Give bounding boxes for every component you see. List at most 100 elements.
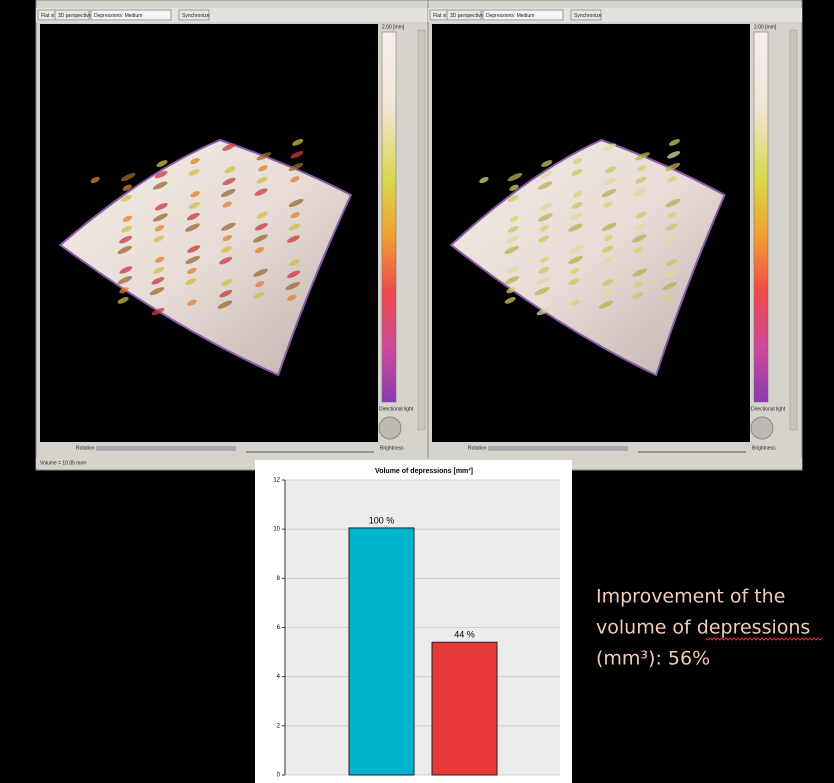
depression-spot — [153, 266, 165, 274]
depression-spot — [534, 287, 550, 296]
depression-spot — [219, 289, 233, 298]
depression-spot — [154, 202, 168, 211]
light-dial[interactable] — [378, 416, 402, 440]
toolbar-label[interactable]: Synchronize — [182, 13, 210, 19]
depression-spot — [667, 212, 677, 219]
depression-spot — [288, 223, 300, 231]
depression-spot — [479, 176, 489, 184]
depression-spot — [256, 176, 268, 184]
depression-spot — [217, 300, 233, 309]
depression-spot — [507, 194, 519, 202]
depression-spot — [188, 202, 200, 209]
depression-spot — [635, 176, 647, 184]
depression-spot — [154, 170, 168, 179]
depression-spot — [221, 246, 233, 253]
depression-spot — [288, 198, 304, 208]
depression-spot — [632, 234, 647, 243]
depression-spot — [222, 177, 236, 186]
depression-spot — [602, 279, 614, 286]
toolbar-button[interactable] — [178, 9, 210, 21]
y-tick-label: 12 — [273, 478, 280, 484]
depression-spot — [120, 225, 133, 233]
depression-spot — [662, 281, 678, 291]
surface — [58, 138, 353, 377]
color-scale — [753, 31, 769, 403]
toolbar-label[interactable]: Flat view — [433, 13, 453, 19]
depression-spot — [119, 235, 133, 244]
depression-spot — [287, 270, 301, 279]
depression-spot — [190, 157, 200, 165]
depression-spot — [154, 225, 165, 232]
toolbar-label[interactable]: Flat view — [41, 13, 61, 19]
toolbar-button[interactable] — [90, 9, 172, 21]
depression-spot — [539, 256, 550, 263]
toolbar-button[interactable] — [482, 9, 564, 21]
depression-spot — [570, 299, 580, 306]
scroll-bar[interactable] — [417, 29, 426, 431]
depression-spot — [665, 198, 681, 208]
light-dial[interactable] — [750, 416, 774, 440]
depression-spot — [221, 279, 233, 286]
depression-spot — [632, 292, 644, 299]
depression-spot — [285, 281, 301, 291]
light-label: Directional light — [379, 406, 414, 412]
depression-spot — [632, 268, 647, 277]
depression-spot — [600, 256, 614, 265]
scroll-bar[interactable] — [789, 29, 798, 431]
scale-unit: 2.00 [mm] — [382, 24, 405, 30]
rotation-slider[interactable] — [96, 446, 236, 451]
depression-spot — [253, 268, 268, 277]
depression-spot — [539, 202, 553, 211]
depression-spot — [221, 222, 236, 231]
bar — [431, 641, 498, 776]
toolbar-button[interactable] — [446, 9, 482, 21]
depression-spot — [633, 246, 644, 254]
depression-spot — [506, 266, 520, 274]
y-tick-label: 10 — [273, 527, 280, 533]
y-tick-label: 8 — [277, 576, 281, 582]
depression-spot — [667, 176, 677, 183]
depression-spot — [254, 188, 268, 196]
depression-spot — [536, 307, 550, 316]
depression-spot — [601, 222, 617, 231]
toolbar-label[interactable]: Depressions: Medium — [94, 13, 142, 19]
depression-spot — [573, 157, 583, 165]
depression-spot — [185, 223, 200, 232]
depression-spot — [222, 143, 236, 151]
toolbar-button[interactable] — [570, 9, 602, 21]
toolbar-label[interactable]: Synchronize — [574, 13, 602, 19]
toolbar-button[interactable] — [54, 9, 90, 21]
toolbar-label[interactable]: Depressions: Medium — [486, 13, 534, 19]
depression-spot — [536, 277, 550, 285]
depression-spot — [153, 235, 165, 243]
depression-spot — [668, 139, 681, 146]
depression-spot — [290, 176, 300, 183]
depression-spot — [152, 181, 168, 190]
depression-spot — [635, 211, 647, 219]
y-tick-label: 2 — [277, 723, 281, 729]
depression-spot — [569, 212, 583, 221]
toolbar-label[interactable]: 3D perspective — [58, 13, 92, 19]
depression-spot — [117, 245, 133, 255]
depression-spot — [504, 296, 516, 304]
depression-spot — [504, 276, 520, 285]
depression-spot — [120, 173, 136, 182]
depression-spot — [663, 235, 677, 243]
depression-spot — [601, 246, 614, 253]
depression-spot — [119, 287, 129, 294]
depression-spot — [603, 235, 614, 242]
toolbar-label[interactable]: 3D perspective — [450, 13, 484, 19]
depression-spot — [570, 267, 580, 274]
depression-spot — [220, 188, 236, 198]
depression-spot — [255, 281, 265, 288]
depression-spot — [187, 267, 197, 274]
depression-spot — [568, 223, 583, 232]
depression-spot — [258, 165, 268, 172]
rotation-slider[interactable] — [488, 446, 628, 451]
depression-spot — [600, 289, 614, 298]
depression-spot — [286, 235, 300, 243]
depression-spot — [571, 168, 583, 176]
depression-spot — [538, 266, 550, 274]
depression-spot — [122, 215, 133, 222]
status-text: Volume = 10.05 mm³ — [40, 460, 87, 466]
